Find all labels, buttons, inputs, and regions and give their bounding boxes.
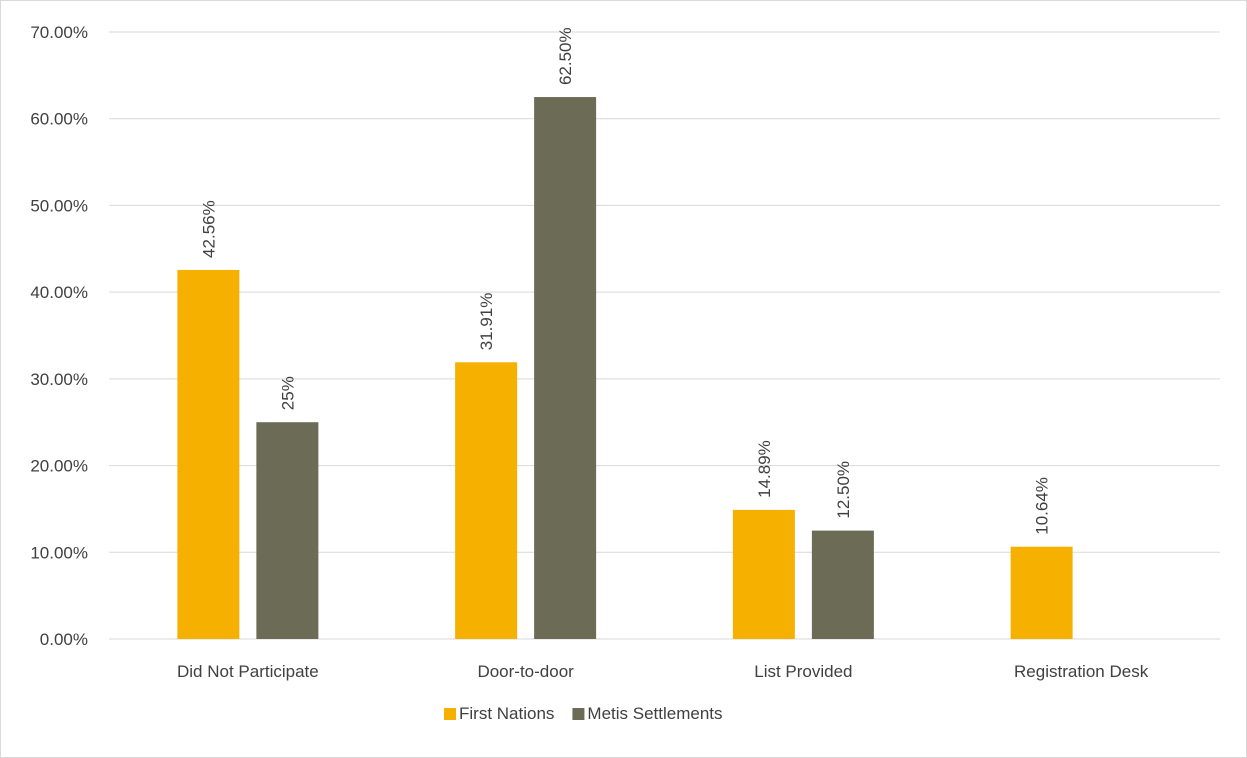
y-tick-label: 0.00%: [40, 630, 88, 649]
y-tick-label: 50.00%: [30, 196, 88, 215]
bars: [177, 97, 1073, 640]
x-axis-category-labels: Did Not Participate Door-to-door List Prov…: [177, 662, 1149, 681]
y-tick-label: 20.00%: [30, 457, 88, 476]
bar-first-nations: [455, 362, 518, 639]
data-labels: 42.56% 25% 31.91% 62.50% 14.89% 12.50% 10.64%: [199, 27, 1051, 534]
bar-metis-settlements: [811, 530, 874, 639]
y-tick-label: 10.00%: [30, 543, 88, 562]
y-tick-label: 40.00%: [30, 283, 88, 302]
data-label: 10.64%: [1033, 477, 1052, 535]
y-tick-label: 60.00%: [30, 110, 88, 129]
y-tick-label: 70.00%: [30, 23, 88, 42]
category-label: Registration Desk: [1014, 662, 1149, 681]
category-label: Did Not Participate: [177, 662, 319, 681]
data-label: 62.50%: [556, 27, 575, 85]
bar-first-nations: [732, 509, 795, 639]
legend-label: Metis Settlements: [587, 704, 722, 723]
y-axis-tick-labels: 0.00% 10.00% 20.00% 30.00% 40.00% 50.00% 60.00…: [30, 23, 88, 649]
legend-label: First Nations: [459, 704, 554, 723]
y-tick-label: 30.00%: [30, 370, 88, 389]
legend: First Nations Metis Settlements: [444, 704, 723, 723]
bar-first-nations: [1010, 546, 1073, 639]
data-label: 14.89%: [755, 440, 774, 498]
bar-metis-settlements: [534, 97, 597, 640]
data-label: 31.91%: [477, 293, 496, 351]
legend-swatch: [572, 708, 585, 720]
bar-metis-settlements: [256, 422, 319, 639]
category-label: Door-to-door: [477, 662, 574, 681]
data-label: 25%: [278, 376, 297, 410]
data-label: 42.56%: [199, 200, 218, 258]
category-label: List Provided: [754, 662, 852, 681]
data-label: 12.50%: [834, 461, 853, 519]
bar-first-nations: [177, 269, 240, 639]
legend-swatch: [444, 708, 456, 720]
